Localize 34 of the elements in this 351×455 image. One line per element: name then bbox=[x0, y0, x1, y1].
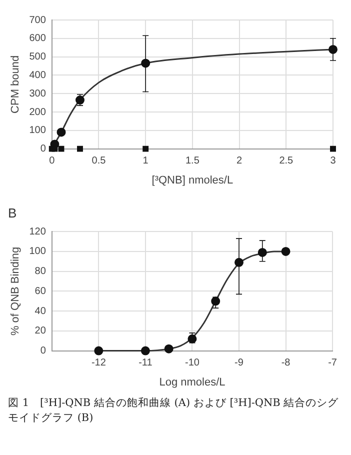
x-tick-label: -12 bbox=[91, 358, 106, 369]
x-tick-label: 3 bbox=[330, 156, 336, 167]
chart-title: B bbox=[8, 205, 17, 220]
x-tick-label: -8 bbox=[281, 358, 291, 369]
y-tick-label: 500 bbox=[29, 52, 46, 63]
y-tick-label: 40 bbox=[34, 306, 46, 317]
x-tick-label: 2.5 bbox=[279, 156, 294, 167]
y-tick-label: 80 bbox=[34, 266, 46, 278]
x-tick-label: -9 bbox=[234, 358, 244, 369]
x-axis-title: Log nmoles/L bbox=[159, 376, 226, 388]
y-tick-label: 700 bbox=[29, 14, 46, 26]
y-axis-title: CPM bound bbox=[10, 55, 22, 114]
y-tick-label: 0 bbox=[40, 144, 46, 155]
y-tick-label: 600 bbox=[29, 33, 46, 44]
x-tick-label: -11 bbox=[138, 358, 153, 369]
x-tick-label: -10 bbox=[184, 358, 200, 369]
x-tick-label: 1.5 bbox=[185, 156, 200, 167]
caption: 図 1 [³H]-QNB 結合の飽和曲線 (A) および [³H]-QNB 結合のシグモイドグラフ (B) bbox=[8, 396, 340, 426]
y-tick-label: 20 bbox=[34, 326, 46, 337]
x-tick-label: 2 bbox=[236, 156, 243, 167]
x-tick-label: 0.5 bbox=[92, 156, 106, 167]
x-axis-title: [³QNB] nmoles/L bbox=[152, 174, 234, 186]
y-axis-title: % of QNB Binding bbox=[10, 246, 22, 336]
y-tick-label: 200 bbox=[29, 106, 46, 118]
x-tick-label: 0 bbox=[49, 156, 56, 167]
y-tick-label: 100 bbox=[29, 125, 46, 136]
y-tick-label: 0 bbox=[40, 346, 46, 357]
x-tick-label: -7 bbox=[328, 358, 338, 369]
y-tick-label: 300 bbox=[29, 88, 46, 100]
y-tick-label: 120 bbox=[29, 226, 46, 238]
y-tick-label: 400 bbox=[29, 70, 46, 81]
y-tick-label: 100 bbox=[29, 246, 46, 258]
x-tick-label: 1 bbox=[142, 156, 149, 167]
y-tick-label: 60 bbox=[34, 286, 46, 297]
